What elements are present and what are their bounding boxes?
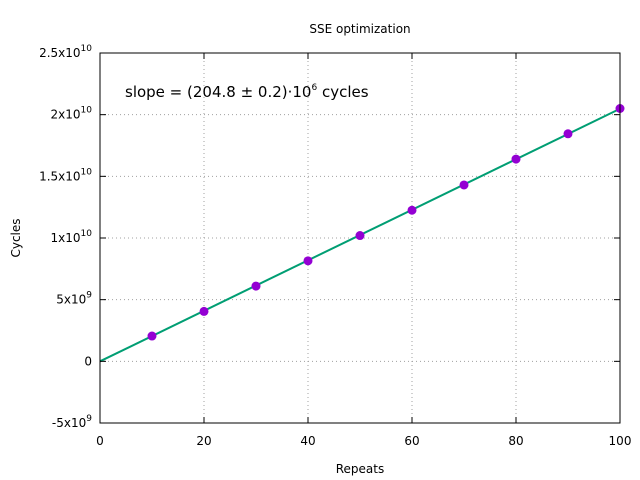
data-point <box>251 281 261 291</box>
data-point <box>147 331 157 341</box>
x-ticks: 0 20 40 60 80 100 <box>96 53 631 448</box>
y-tick-label: 1x1010 <box>51 229 93 245</box>
data-points <box>147 104 625 341</box>
slope-annotation-tail: cycles <box>317 83 369 101</box>
y-axis-title: Cycles <box>9 218 23 257</box>
y-tick-label: 0 <box>84 354 92 368</box>
y-tick-label: 2x1010 <box>51 106 93 122</box>
data-point <box>511 154 521 164</box>
y-tick-label: 2.5x1010 <box>39 44 92 60</box>
slope-annotation-exponent: 6 <box>311 83 317 93</box>
data-point <box>407 205 417 215</box>
y-ticks: 2.5x1010 2x1010 1.5x1010 1x1010 5x109 0 -5x109 <box>39 44 620 430</box>
slope-annotation-main: slope = (204.8 ± 0.2)·10 <box>125 83 311 101</box>
data-point <box>563 129 573 139</box>
x-tick-label: 40 <box>300 434 315 448</box>
data-point <box>355 231 365 241</box>
slope-annotation: slope = (204.8 ± 0.2)·106 cycles <box>125 83 369 101</box>
chart-title: SSE optimization <box>309 22 410 36</box>
y-tick-label: -5x109 <box>52 414 92 430</box>
x-tick-label: 80 <box>508 434 523 448</box>
x-tick-label: 0 <box>96 434 104 448</box>
y-tick-label: 5x109 <box>56 291 92 307</box>
data-point <box>459 180 469 190</box>
x-axis-title: Repeats <box>336 462 385 476</box>
x-tick-label: 20 <box>196 434 211 448</box>
y-tick-label: 1.5x1010 <box>39 167 92 183</box>
data-point <box>199 306 209 316</box>
data-point <box>303 256 313 266</box>
x-tick-label: 60 <box>404 434 419 448</box>
x-tick-label: 100 <box>609 434 632 448</box>
